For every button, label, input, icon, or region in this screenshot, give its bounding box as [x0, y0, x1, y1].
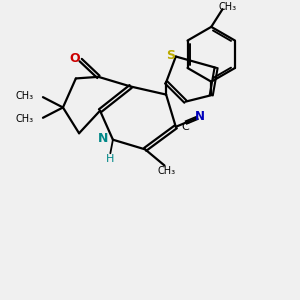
Text: N: N	[195, 110, 206, 123]
Text: H: H	[106, 154, 115, 164]
Text: CH₃: CH₃	[16, 114, 34, 124]
Text: O: O	[70, 52, 80, 65]
Text: C: C	[182, 122, 190, 132]
Text: N: N	[98, 132, 108, 145]
Text: CH₃: CH₃	[218, 2, 236, 12]
Text: S: S	[166, 50, 175, 62]
Text: CH₃: CH₃	[16, 91, 34, 101]
Text: CH₃: CH₃	[157, 166, 175, 176]
